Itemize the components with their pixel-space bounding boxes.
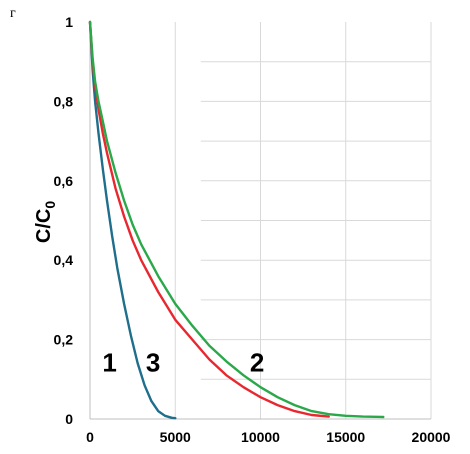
y-tick-label: 0,8 [54, 93, 74, 109]
grid [174, 22, 432, 419]
y-tick-label: 0,2 [54, 332, 74, 348]
curve-label-2: 2 [250, 347, 264, 377]
y-axis-label-sub: 0 [42, 201, 58, 209]
curve-label-1: 1 [102, 347, 116, 377]
x-tick-labels: 0 5000 10000 15000 20000 [86, 429, 451, 445]
x-tick-label: 0 [86, 429, 94, 445]
series-line-2 [88, 20, 385, 419]
y-tick-label: 0,6 [54, 173, 74, 189]
series-line-1 [88, 20, 177, 420]
series-lines [88, 20, 385, 420]
x-tick-label: 20000 [412, 429, 451, 445]
panel-label: г [10, 6, 16, 21]
y-tick-label: 0 [65, 411, 73, 427]
x-tick-label: 10000 [241, 429, 280, 445]
series-line-3 [88, 20, 330, 418]
y-axis-label: C/C0 [33, 201, 58, 243]
x-tick-label: 5000 [160, 429, 191, 445]
axes [89, 22, 431, 420]
y-tick-labels: 0 0,2 0,4 0,6 0,8 1 [54, 14, 74, 427]
y-axis-label-main: C/C [33, 209, 55, 243]
y-tick-label: 0,4 [54, 252, 74, 268]
curve-label-3: 3 [146, 347, 160, 377]
y-tick-label: 1 [65, 14, 73, 30]
x-tick-label: 15000 [326, 429, 365, 445]
